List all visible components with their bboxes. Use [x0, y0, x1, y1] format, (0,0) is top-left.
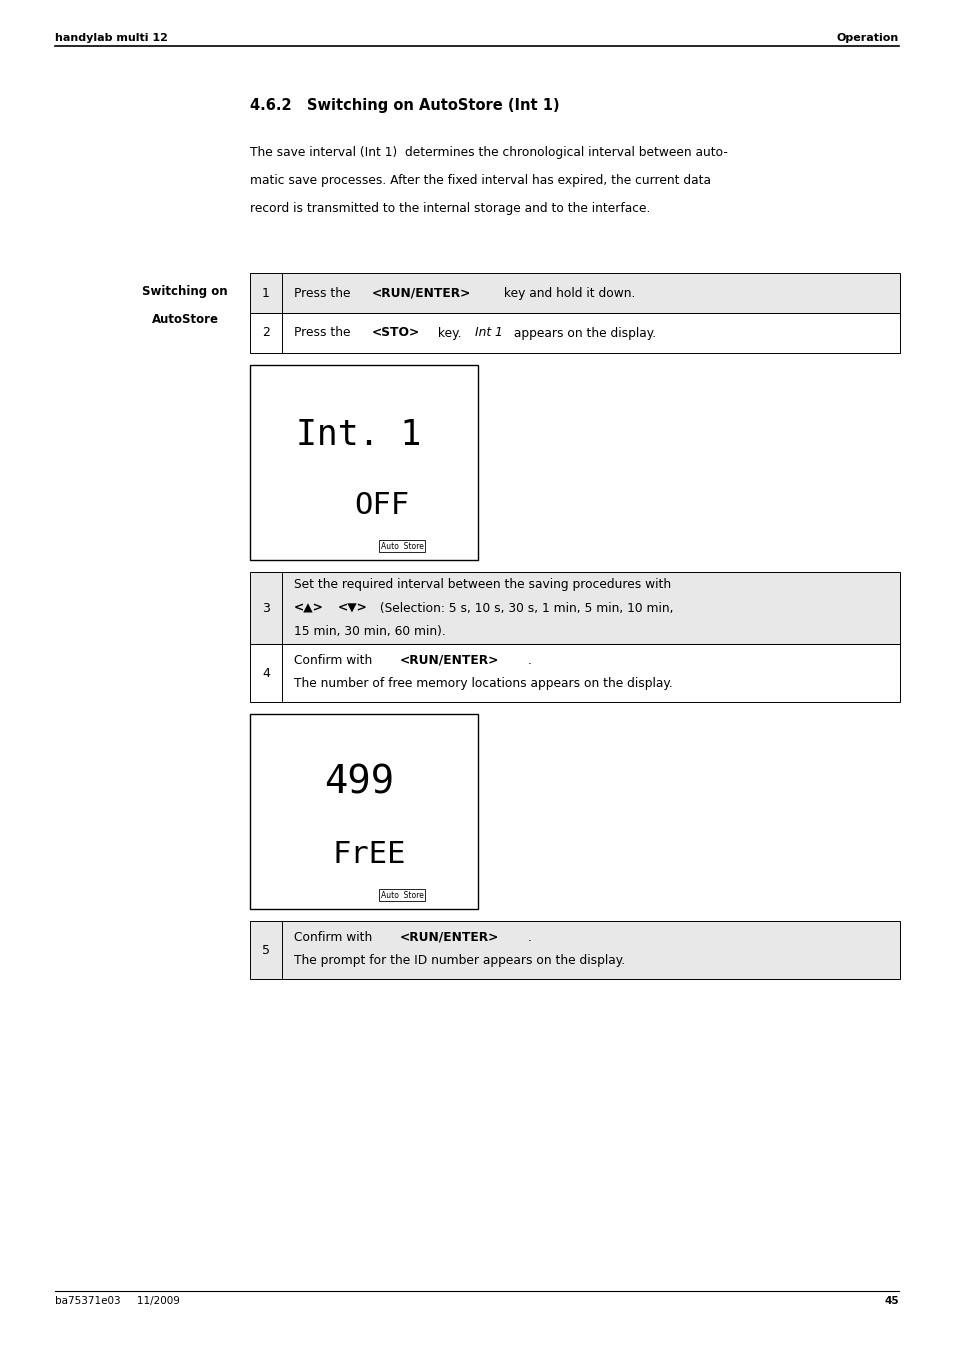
Bar [250, 313, 899, 353]
Text: Press the: Press the [294, 286, 354, 300]
Bar [250, 921, 899, 979]
Text: key.: key. [434, 327, 465, 339]
Text: <RUN/ENTER>: <RUN/ENTER> [399, 931, 498, 944]
Text: Auto  Store: Auto Store [380, 890, 423, 900]
Text: Int. 1: Int. 1 [296, 419, 421, 453]
Bar [250, 571, 899, 644]
Text: 2: 2 [262, 327, 270, 339]
Bar [250, 571, 899, 644]
Text: AutoStore: AutoStore [152, 312, 218, 326]
Text: <RUN/ENTER>: <RUN/ENTER> [399, 654, 498, 667]
Text: 4: 4 [262, 666, 270, 680]
Bar [250, 644, 899, 703]
Text: Int 1: Int 1 [475, 327, 502, 339]
Bar [250, 273, 899, 313]
Text: Auto  Store: Auto Store [380, 542, 423, 550]
Text: <▼>: <▼> [337, 601, 367, 615]
Text: Press the: Press the [294, 327, 354, 339]
Bar [250, 365, 477, 561]
Text: FrEE: FrEE [332, 840, 405, 869]
Text: OFF: OFF [355, 490, 409, 520]
Text: Set the required interval between the saving procedures with: Set the required interval between the sa… [294, 577, 670, 590]
Text: matic save processes. After the fixed interval has expired, the current data: matic save processes. After the fixed in… [250, 174, 710, 186]
Text: Operation: Operation [836, 32, 898, 43]
Text: 15 min, 30 min, 60 min).: 15 min, 30 min, 60 min). [294, 626, 445, 639]
Text: 1: 1 [262, 286, 270, 300]
Text: The save interval (Int 1)  determines the chronological interval between auto-: The save interval (Int 1) determines the… [250, 146, 727, 159]
Text: .: . [528, 654, 532, 667]
Text: 3: 3 [262, 601, 270, 615]
Bar [250, 921, 899, 979]
Text: 5: 5 [262, 943, 270, 957]
Text: appears on the display.: appears on the display. [510, 327, 656, 339]
Text: <STO>: <STO> [372, 327, 419, 339]
Text: The prompt for the ID number appears on the display.: The prompt for the ID number appears on … [294, 954, 624, 967]
Bar [250, 713, 477, 909]
Text: Switching on: Switching on [142, 285, 228, 297]
Text: handylab multi 12: handylab multi 12 [55, 32, 168, 43]
Bar [250, 273, 899, 313]
Text: 4.6.2   Switching on AutoStore (Int 1): 4.6.2 Switching on AutoStore (Int 1) [250, 99, 559, 113]
Text: Confirm with: Confirm with [294, 931, 375, 944]
Text: key and hold it down.: key and hold it down. [499, 286, 635, 300]
Text: ba75371e03     11/2009: ba75371e03 11/2009 [55, 1296, 180, 1306]
Text: <▲>: <▲> [294, 601, 323, 615]
Text: 45: 45 [883, 1296, 898, 1306]
Text: 499: 499 [324, 763, 394, 801]
Text: .: . [528, 931, 532, 944]
Text: (Selection: 5 s, 10 s, 30 s, 1 min, 5 min, 10 min,: (Selection: 5 s, 10 s, 30 s, 1 min, 5 mi… [375, 601, 673, 615]
Text: record is transmitted to the internal storage and to the interface.: record is transmitted to the internal st… [250, 203, 650, 215]
Text: The number of free memory locations appears on the display.: The number of free memory locations appe… [294, 677, 672, 690]
Text: <RUN/ENTER>: <RUN/ENTER> [372, 286, 471, 300]
Text: Confirm with: Confirm with [294, 654, 375, 667]
